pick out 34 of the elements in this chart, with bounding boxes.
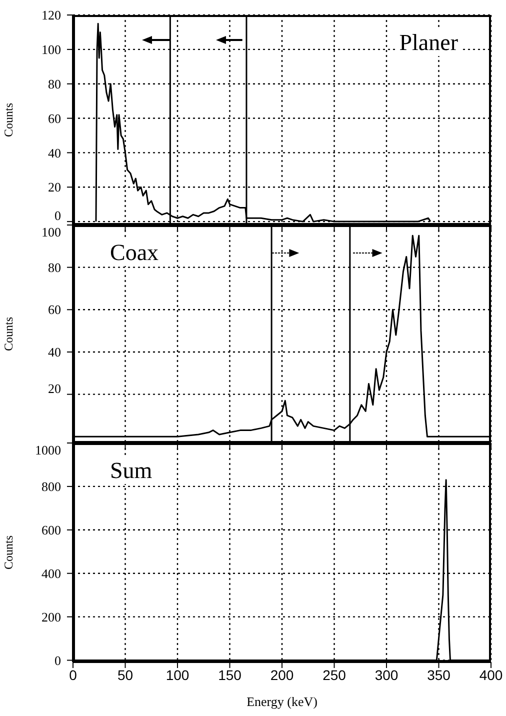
y-tick-label: 800 <box>42 479 61 494</box>
y-tick-label: 120 <box>42 8 61 23</box>
x-tick-label: 100 <box>166 666 190 683</box>
x-tick-label: 50 <box>117 666 134 683</box>
y-tick-label: 20 <box>48 380 61 396</box>
y-tick-label: 40 <box>48 145 61 160</box>
y-tick-label: 0 <box>54 652 61 668</box>
y-tick-label: 80 <box>48 260 61 275</box>
y-tick-label: 600 <box>42 522 61 538</box>
y-tick-label: 200 <box>42 609 61 624</box>
y-tick-label: 60 <box>48 302 61 318</box>
x-tick-label: 200 <box>270 666 294 683</box>
y-axis-title: Counts <box>1 102 16 138</box>
x-tick-label: 150 <box>218 666 242 683</box>
x-tick-label: 0 <box>69 666 78 683</box>
x-axis-title: Energy (keV) <box>246 694 318 709</box>
y-tick-label: 100 <box>42 224 61 240</box>
y-tick-label: 1000 <box>35 442 61 458</box>
y-tick-label: 60 <box>48 110 61 126</box>
y-axis-title: Counts <box>1 535 16 570</box>
y-tick-label: 0 <box>54 208 61 224</box>
text: Sum <box>107 458 156 484</box>
y-tick-label: 20 <box>48 180 61 195</box>
text: Planer <box>396 30 461 56</box>
y-tick-label: 80 <box>48 76 61 92</box>
x-tick-label: 350 <box>427 666 451 683</box>
text: Coax <box>107 240 162 266</box>
x-tick-label: 250 <box>322 666 346 683</box>
y-tick-label: 100 <box>42 42 61 57</box>
x-tick-label: 400 <box>479 666 503 683</box>
y-tick-label: 400 <box>42 566 61 581</box>
y-tick-label: 40 <box>48 344 61 360</box>
y-axis-title: Counts <box>1 316 16 352</box>
x-tick-label: 300 <box>374 666 398 683</box>
